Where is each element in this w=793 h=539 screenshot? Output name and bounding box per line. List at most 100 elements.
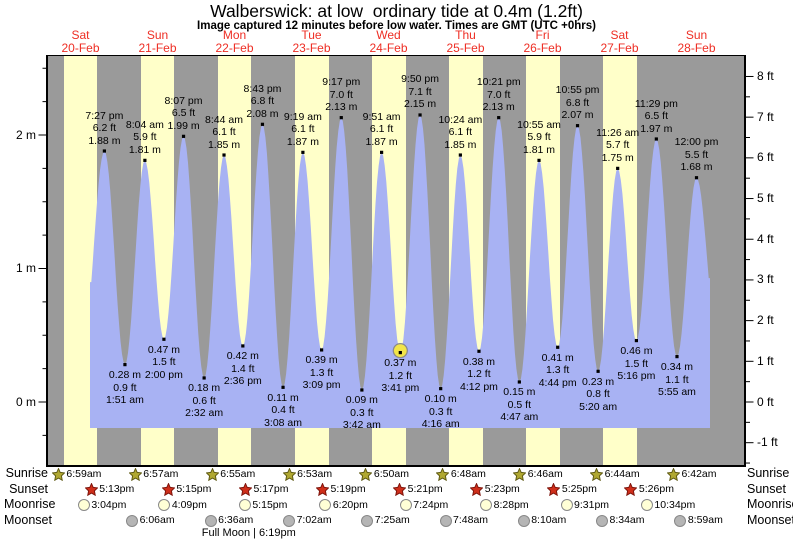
tide-low-label: 0.42 m 1.4 ft 2:36 pm — [224, 350, 262, 388]
moonset-circle-icon — [674, 514, 687, 527]
tide-label-line: 1.1 ft — [665, 373, 689, 386]
y-axis-label-ft: 5 ft — [757, 191, 774, 206]
sunset-star-icon — [393, 483, 407, 496]
tide-label-line: 1.85 m — [444, 138, 477, 151]
y-axis-label-ft: 3 ft — [757, 272, 774, 287]
almanac-row-label: Sunset — [747, 481, 786, 496]
almanac-row-label: Moonrise — [747, 497, 793, 511]
almanac-entry: 6:53am — [282, 467, 332, 481]
day-date: 24-Feb — [369, 41, 408, 55]
sunset-star-icon — [547, 483, 561, 496]
y-axis-label-ft: 8 ft — [757, 68, 774, 83]
tide-label-line: 6.1 ft — [448, 126, 473, 139]
tide-label-line: 4:47 am — [500, 411, 539, 424]
day-name: Wed — [376, 28, 401, 42]
almanac-time: 5:13pm — [99, 483, 135, 495]
day-label: Thu 25-Feb — [446, 29, 484, 55]
day-date: 26-Feb — [523, 41, 562, 55]
tide-label-line: 0.41 m — [541, 351, 574, 364]
tide-label-line: 0.23 m — [582, 375, 615, 388]
moonrise-circle-icon — [238, 499, 251, 511]
tide-label-line: 2.13 m — [482, 101, 515, 114]
day-date: 22-Feb — [215, 41, 254, 55]
tide-label-line: 6.1 ft — [291, 123, 315, 136]
almanac-entry: 8:10am — [517, 514, 566, 527]
almanac-time: 6:46am — [527, 467, 563, 480]
sunrise-star-icon — [513, 467, 527, 481]
almanac-entry: 6:57am — [128, 467, 178, 481]
day-label: Tue 23-Feb — [292, 29, 330, 55]
almanac-time: 7:25am — [374, 514, 410, 526]
tide-label-line: 0.42 m — [226, 350, 259, 363]
tide-high-label: 7:27 pm 6.2 ft 1.88 m — [85, 110, 123, 148]
almanac-entry: 5:23pm — [470, 483, 520, 496]
tide-label-line: 1.87 m — [286, 135, 319, 148]
tide-label-line: 5:20 am — [579, 400, 618, 413]
tide-label-line: 1:51 am — [105, 394, 144, 407]
tide-high-label: 9:50 pm 7.1 ft 2.15 m — [401, 73, 439, 111]
tide-label-line: 0.9 ft — [113, 381, 137, 394]
almanac-time: 5:21pm — [407, 483, 443, 495]
sunset-star-icon — [316, 483, 330, 496]
moonrise-circle-icon — [158, 499, 171, 511]
almanac-entry: 7:48am — [439, 514, 489, 527]
tide-label-line: 2:36 pm — [223, 375, 262, 388]
almanac-entry: 10:34pm — [640, 498, 696, 512]
almanac-time: 8:28pm — [493, 498, 529, 511]
tide-label-line: 0.38 m — [462, 355, 496, 368]
almanac-time: 5:23pm — [484, 483, 520, 495]
tide-high-label: 11:29 pm 6.5 ft 1.97 m — [635, 98, 678, 136]
tide-label-line: 6.1 ft — [369, 123, 394, 136]
y-axis-label-ft: -1 ft — [757, 435, 778, 450]
tide-label-line: 3:08 am — [264, 416, 303, 429]
tide-label-line: 2.15 m — [403, 98, 437, 111]
tide-label-line: 1.5 ft — [152, 356, 176, 369]
tide-label-line: 10:55 pm — [555, 84, 600, 97]
tide-label-line: 6.1 ft — [212, 126, 236, 139]
almanac-time: 6:48am — [450, 467, 486, 480]
day-name: Thu — [455, 28, 476, 42]
y-axis-label-ft: 1 ft — [757, 353, 774, 368]
tide-label-line: 0.34 m — [660, 361, 694, 374]
almanac-time: 6:44am — [604, 467, 640, 480]
almanac-time: 7:48am — [453, 514, 489, 526]
sunrise-star-icon — [590, 467, 604, 481]
tide-label-line: 9:19 am — [283, 110, 322, 123]
day-name: Sat — [71, 28, 90, 42]
almanac-entry: 7:25am — [361, 514, 410, 527]
moonrise-circle-icon — [319, 499, 332, 511]
almanac-entry: 7:02am — [283, 514, 332, 527]
moonset-circle-icon — [439, 514, 452, 527]
almanac-entry: 5:15pm — [238, 498, 288, 512]
tide-label-line: 3:41 pm — [381, 382, 420, 395]
almanac-row-label: Sunrise — [747, 466, 790, 480]
sunset-star-icon — [470, 483, 484, 496]
tide-label-line: 1.5 ft — [624, 357, 649, 370]
almanac-entry: 6:36am — [204, 514, 253, 527]
almanac-time: 5:15pm — [252, 498, 288, 511]
tide-label-line: 0.8 ft — [586, 388, 610, 401]
sunset-star-icon — [624, 483, 638, 496]
tide-label-line: 12:00 pm — [674, 136, 719, 149]
sunset-star-icon — [161, 483, 175, 496]
tide-label-line: 7:27 pm — [85, 109, 124, 122]
tide-label-line: 0.4 ft — [271, 404, 295, 417]
y-axis-label-ft: 2 ft — [757, 313, 774, 328]
almanac-time: 10:34pm — [654, 498, 696, 511]
tide-high-label: 8:43 pm 6.8 ft 2.08 m — [243, 83, 281, 121]
tide-label-line: 10:21 pm — [476, 76, 521, 89]
day-label: Sun 21-Feb — [138, 29, 176, 55]
tide-label-line: 6.5 ft — [171, 107, 196, 120]
tide-high-label: 10:55 am 5.9 ft 1.81 m — [517, 119, 561, 157]
almanac-entry: 8:34am — [595, 514, 645, 527]
tide-label-line: 1.85 m — [207, 138, 241, 151]
moonset-circle-icon — [126, 514, 139, 527]
moonset-circle-icon — [283, 514, 296, 527]
sunrise-star-icon — [282, 467, 296, 481]
tide-high-label: 10:24 am 6.1 ft 1.85 m — [438, 114, 482, 152]
day-name: Sat — [610, 28, 629, 42]
tide-label-line: 10:55 am — [517, 118, 561, 131]
tide-label-line: 9:51 am — [362, 110, 401, 123]
almanac-entry: 6:48am — [436, 467, 486, 481]
